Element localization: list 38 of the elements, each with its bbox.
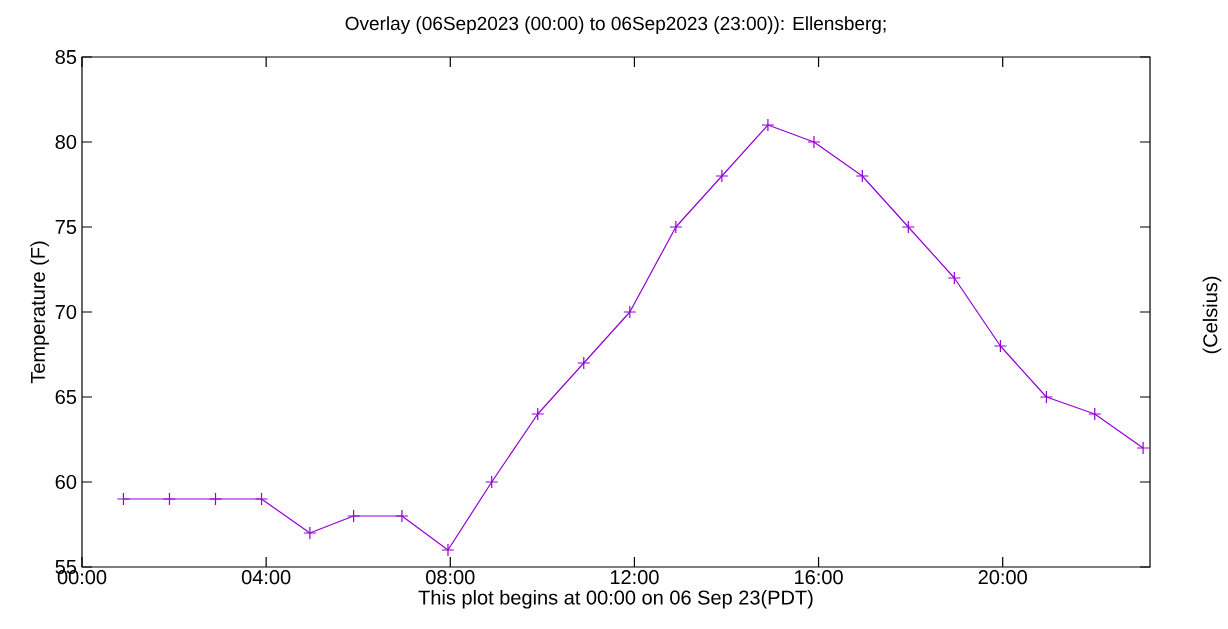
y-tick-label: 85 [55,49,77,65]
point [669,220,683,234]
point [395,509,409,523]
point [901,220,915,234]
point [1088,407,1102,421]
y-tick-label: 70 [55,304,77,320]
point [623,305,637,319]
point [1136,441,1150,455]
point [116,492,131,506]
point [761,118,775,132]
chart-title: Overlay (06Sep2023 (00:00) to 06Sep2023 (23:00)): Ellensberg; [345,16,886,34]
point [577,356,591,370]
point [855,169,869,183]
y-tick-label: 65 [55,389,77,405]
point [254,492,269,506]
y-axis-title: Temperature (F) [30,241,49,384]
point [162,492,177,506]
x-tick-label: 16:00 [795,570,843,585]
y-tick-label: 60 [55,474,77,490]
point [208,492,223,506]
point [715,169,729,183]
x-axis-title: This plot begins at 00:00 on 06 Sep 23(PDT) [418,589,813,609]
point [531,407,545,421]
point [807,135,821,149]
x-tick-label: 12:00 [610,570,659,585]
point [485,475,499,489]
point [347,509,361,523]
point [1039,390,1054,404]
y-tick-label: 80 [55,134,77,150]
y-tick-label: 75 [55,220,77,234]
x-tick-label: 08:00 [426,570,475,585]
point [303,526,317,540]
x-tick-label: 20:00 [978,570,1027,585]
x-tick-label: 04:00 [241,570,291,585]
point [441,543,455,557]
y2-axis-title: (Celsius) [1202,276,1222,354]
point [947,271,961,285]
point [993,339,1007,353]
